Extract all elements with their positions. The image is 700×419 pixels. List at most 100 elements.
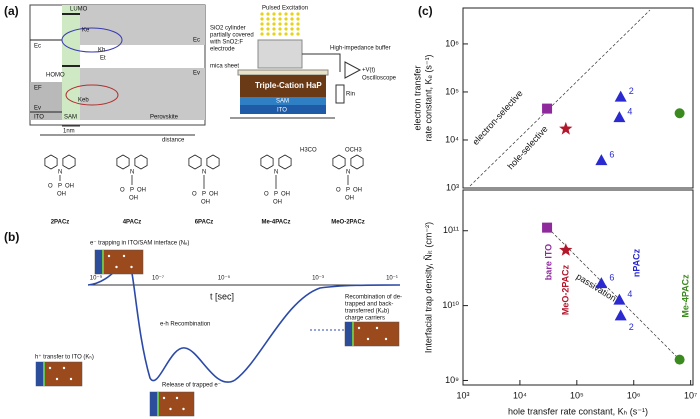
atom: H3CO	[300, 148, 317, 154]
point-label: 4	[627, 289, 632, 299]
x-tick-label: 10³	[456, 390, 469, 400]
dot	[272, 32, 276, 36]
ring	[188, 154, 202, 170]
dot	[278, 27, 282, 31]
label: +V(t)	[362, 68, 375, 74]
atom: N	[346, 170, 350, 176]
ring	[116, 154, 130, 170]
label: Ke	[82, 28, 90, 34]
atom: OH	[345, 196, 354, 202]
point	[559, 121, 573, 135]
y-tick-label: 10³	[446, 182, 459, 192]
label: EF	[34, 86, 42, 92]
molecule: N PO OH OH 6PACz	[188, 154, 220, 226]
carrier	[130, 265, 133, 269]
dot	[266, 32, 270, 36]
dot	[284, 17, 288, 21]
atom: OH	[65, 184, 74, 190]
setup: Pulsed Excitation SiO2 cylinder partiall…	[209, 6, 397, 119]
label: partially covered	[210, 33, 254, 39]
label: 1nm	[63, 129, 75, 135]
label: distance	[162, 138, 185, 144]
label: Triple-Cation HaP	[255, 81, 322, 90]
dot	[272, 27, 276, 31]
charts: 10³ 10⁴ 10⁵ 10⁶ electron transfer rate consta…	[412, 7, 697, 416]
point	[542, 222, 553, 233]
dot	[296, 17, 300, 21]
inset-sam	[157, 392, 159, 416]
buffer	[344, 61, 362, 79]
carrier	[375, 326, 379, 330]
point	[614, 309, 627, 321]
atom: P	[58, 184, 62, 190]
guide-line	[469, 9, 651, 187]
atom: P	[346, 188, 350, 194]
molecule-name: Me-4PACz	[262, 220, 291, 226]
point	[613, 111, 626, 123]
atom: OH	[353, 188, 362, 194]
label: Oscilloscope	[362, 76, 397, 82]
dot	[296, 12, 300, 16]
inset-ito	[95, 250, 102, 274]
carrier	[182, 407, 185, 411]
cylinder	[257, 39, 303, 69]
y-axis-label: rate constant, Kₑ (s⁻¹)	[423, 54, 433, 141]
dot	[284, 32, 288, 36]
y-tick-label: 10⁹	[445, 375, 459, 385]
note: h⁺ transfer to ITO (Kₕ)	[35, 354, 94, 361]
point-label: 6	[609, 272, 614, 282]
carrier	[169, 407, 172, 411]
x-tick-label: 10⁷	[684, 390, 697, 400]
ring	[44, 154, 58, 170]
point	[595, 154, 608, 166]
transfer-loop	[61, 27, 123, 53]
atom: O	[336, 188, 341, 194]
dot	[278, 12, 282, 16]
label: SiO2 cylinder	[210, 26, 246, 32]
plot-frame	[462, 7, 694, 189]
molecule-name: 6PACz	[195, 220, 214, 226]
dot	[290, 17, 294, 21]
carrier	[115, 265, 118, 269]
atom: P	[274, 192, 278, 198]
point	[559, 243, 573, 256]
panel-label: (b)	[4, 230, 19, 244]
annotation: hole-selective	[505, 124, 549, 172]
tick-label: 10⁻⁷	[152, 275, 164, 282]
mica	[237, 69, 329, 76]
label: HOMO	[46, 73, 65, 79]
atom: O	[192, 192, 197, 198]
molecule-name: MeO-2PACz	[331, 220, 365, 226]
label: High-impedance buffer	[330, 46, 391, 52]
insets	[35, 249, 400, 417]
y-tick-label: 10⁴	[445, 134, 459, 144]
dot	[266, 17, 270, 21]
atom: OH	[209, 192, 218, 198]
point	[542, 103, 553, 114]
point-label: 6	[609, 150, 614, 160]
dot	[278, 22, 282, 26]
ring	[332, 154, 346, 170]
excitation	[260, 12, 300, 36]
dot	[266, 27, 270, 31]
atom: OH	[201, 200, 210, 206]
molecule: N PO OH OH 2PACz	[44, 154, 76, 226]
tick-label: 10⁻³	[312, 276, 324, 282]
atom: P	[202, 192, 206, 198]
atom: N	[130, 170, 134, 176]
series-name: bare ITO	[543, 244, 553, 280]
panel-label: (c)	[418, 4, 433, 18]
note: e-h Recombination	[160, 322, 210, 328]
point-label: 4	[627, 106, 632, 116]
carrier	[175, 396, 179, 400]
molecule-name: 2PACz	[51, 220, 70, 226]
atom: N	[58, 170, 62, 176]
dot	[290, 27, 294, 31]
carrier	[384, 337, 388, 341]
dot	[260, 17, 264, 21]
label: Ec	[34, 44, 41, 50]
dot	[284, 12, 288, 16]
x-axis-label: hole transfer rate constant, Kₕ (s⁻¹)	[508, 406, 648, 416]
dot	[290, 22, 294, 26]
